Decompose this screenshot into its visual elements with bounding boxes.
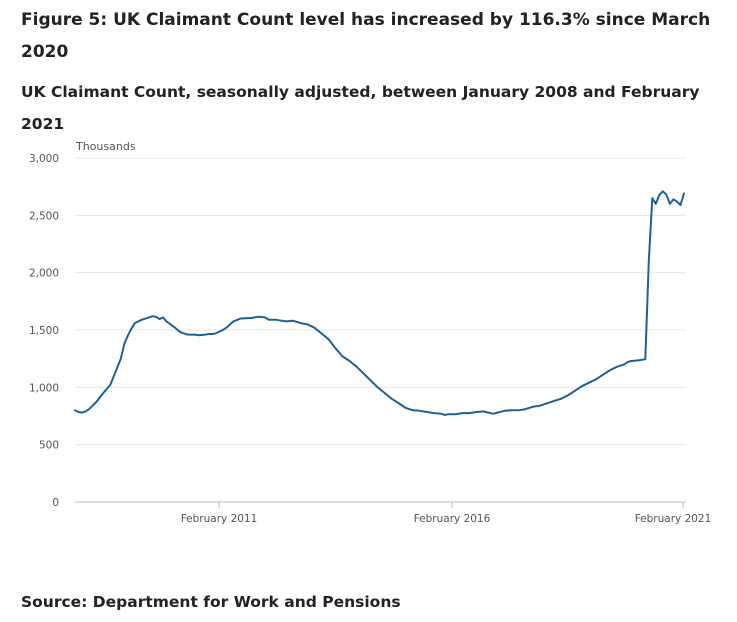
y-tick-label: 1,500	[29, 325, 59, 337]
y-tick-label: 1,000	[29, 382, 59, 394]
x-tick-label: February 2011	[181, 513, 258, 525]
y-tick-label: 3,000	[29, 153, 59, 165]
y-tick-label: 2,500	[29, 210, 59, 222]
page-title: Figure 5: UK Claimant Count level has in…	[21, 10, 711, 62]
line-chart: 0 500 1,000 1,500 2,000 2,500 3,000 February 2…	[29, 140, 712, 525]
x-tick-label: February 2016	[414, 513, 491, 525]
gridlines: 0 500 1,000 1,500 2,000 2,500 3,000	[29, 153, 686, 509]
y-axis-unit-label: Thousands	[75, 140, 136, 153]
y-tick-label: 0	[52, 497, 59, 509]
x-tick-label: February 2021	[635, 513, 712, 525]
unit-label-background	[72, 140, 142, 154]
y-tick-label: 500	[39, 440, 59, 452]
chart-subtitle: UK Claimant Count, seasonally adjusted, …	[21, 83, 700, 133]
series-line-claimant-count	[74, 190, 685, 416]
y-tick-label: 2,000	[29, 268, 59, 280]
source-note: Source: Department for Work and Pensions	[21, 593, 401, 611]
x-axis: February 2011 February 2016 February 2021	[75, 501, 712, 525]
series-layer	[74, 190, 685, 416]
